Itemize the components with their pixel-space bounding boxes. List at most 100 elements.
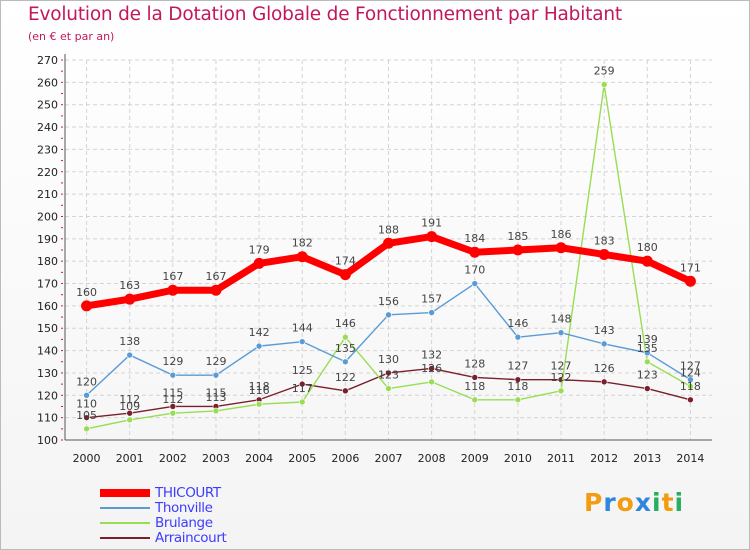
chart-subtitle: (en € et par an): [28, 30, 115, 43]
legend-swatch: [100, 537, 150, 539]
data-point-thonville: [687, 376, 694, 383]
data-label-arraincourt: 127: [551, 360, 572, 373]
legend-label: Brulange: [155, 515, 213, 531]
data-label-brulange: 116: [249, 384, 270, 397]
line-chart: 100 110 120 130 140 150 160 170 180 190 200 210 220 2…: [37, 54, 712, 465]
x-tick-label: 2006: [331, 452, 359, 465]
data-point-thonville: [255, 342, 263, 350]
y-tick-label: 170: [37, 278, 58, 291]
y-tick-label: 230: [37, 143, 58, 156]
data-label-brulange: 112: [162, 393, 183, 406]
series-lines: [81, 81, 696, 433]
legend-label: THICOURT: [155, 485, 221, 501]
data-point-thonville: [514, 333, 522, 341]
data-label-thonville: 156: [378, 295, 399, 308]
x-tick-label: 2003: [202, 452, 230, 465]
data-point-thicourt: [598, 248, 610, 260]
data-point-brulange: [643, 358, 651, 366]
data-point-thonville: [600, 340, 608, 348]
legend-swatch: [100, 507, 150, 509]
data-point-brulange: [169, 409, 177, 417]
data-label-thicourt: 171: [680, 261, 701, 274]
data-label-arraincourt: 115: [162, 386, 183, 399]
data-point-brulange: [514, 396, 522, 404]
legend-swatch: [100, 522, 150, 524]
data-label-brulange: 113: [205, 391, 226, 404]
data-point-thonville: [298, 338, 306, 345]
legend-swatch: [100, 489, 150, 497]
y-tick-label: 260: [37, 76, 58, 89]
data-point-thicourt: [339, 269, 351, 281]
x-tick-label: 2005: [288, 452, 316, 465]
data-label-brulange: 123: [378, 369, 399, 382]
x-tick-label: 2009: [461, 452, 489, 465]
data-point-arraincourt: [298, 380, 306, 388]
data-label-thicourt: 185: [507, 230, 528, 243]
y-tick-label: 250: [37, 99, 58, 112]
data-label-thicourt: 167: [162, 270, 183, 283]
data-point-arraincourt: [385, 369, 392, 377]
data-label-arraincourt: 126: [594, 362, 615, 375]
data-point-thonville: [643, 349, 651, 357]
data-point-thonville: [557, 329, 565, 337]
x-tick-label: 2014: [676, 452, 704, 465]
data-label-brulange: 124: [680, 366, 701, 379]
data-label-arraincourt: 123: [637, 369, 658, 382]
data-point-thonville: [342, 358, 349, 366]
logo-letter: r: [603, 488, 617, 517]
x-tick-label: 2007: [375, 452, 403, 465]
data-point-thicourt: [81, 300, 93, 312]
data-label-thicourt: 183: [594, 234, 615, 247]
y-tick-label: 240: [37, 121, 58, 134]
data-point-thicourt: [210, 284, 222, 296]
data-point-brulange: [687, 383, 694, 390]
data-label-thonville: 129: [162, 355, 183, 368]
data-label-thicourt: 184: [464, 232, 485, 245]
data-label-brulange: 105: [76, 409, 97, 422]
data-point-thicourt: [512, 244, 524, 256]
x-tick-label: 2008: [418, 452, 446, 465]
data-point-thicourt: [684, 275, 696, 287]
data-point-arraincourt: [687, 396, 694, 404]
data-label-brulange: 118: [464, 380, 485, 393]
y-tick-label: 130: [37, 367, 58, 380]
data-point-brulange: [298, 398, 306, 406]
data-label-thonville: 144: [292, 322, 313, 335]
data-point-brulange: [385, 385, 392, 392]
y-tick-label: 120: [37, 389, 58, 402]
x-tick-label: 2010: [504, 452, 532, 465]
data-label-arraincourt: 110: [76, 398, 97, 411]
data-label-arraincourt: 127: [507, 360, 528, 373]
proxiti-logo: Proxiti: [584, 488, 684, 517]
data-label-thicourt: 186: [551, 228, 572, 241]
x-tick-label: 2000: [73, 452, 101, 465]
data-label-arraincourt: 130: [378, 353, 399, 366]
x-tick-label: 2013: [633, 452, 661, 465]
data-point-thicourt: [641, 255, 653, 267]
logo-letter: i: [674, 488, 685, 517]
axes: [61, 54, 712, 441]
data-point-thicourt: [469, 246, 481, 258]
data-point-thicourt: [296, 251, 308, 263]
data-point-brulange: [342, 333, 349, 341]
legend-label: Thonville: [155, 500, 213, 516]
data-label-thicourt: 188: [378, 223, 399, 236]
data-point-thicourt: [253, 257, 265, 269]
data-point-brulange: [428, 378, 435, 386]
data-label-arraincourt: 128: [464, 357, 485, 370]
data-label-arraincourt: 118: [680, 380, 701, 393]
data-label-thicourt: 180: [637, 241, 658, 254]
y-tick-label: 190: [37, 233, 58, 246]
data-label-thonville: 129: [205, 355, 226, 368]
y-tick-label: 160: [37, 300, 58, 313]
data-point-brulange: [126, 416, 133, 424]
x-axis-ticks: 2000 2001 2002 2003 2004 2005 2006 2007 2008 2009…: [73, 452, 705, 465]
y-tick-label: 100: [37, 434, 58, 447]
data-point-thicourt: [124, 293, 136, 305]
data-point-thonville: [471, 280, 479, 287]
data-label-brulange: 126: [421, 362, 442, 375]
data-label-arraincourt: 132: [421, 348, 442, 361]
data-label-brulange: 122: [551, 371, 572, 384]
data-point-thicourt: [167, 284, 179, 296]
